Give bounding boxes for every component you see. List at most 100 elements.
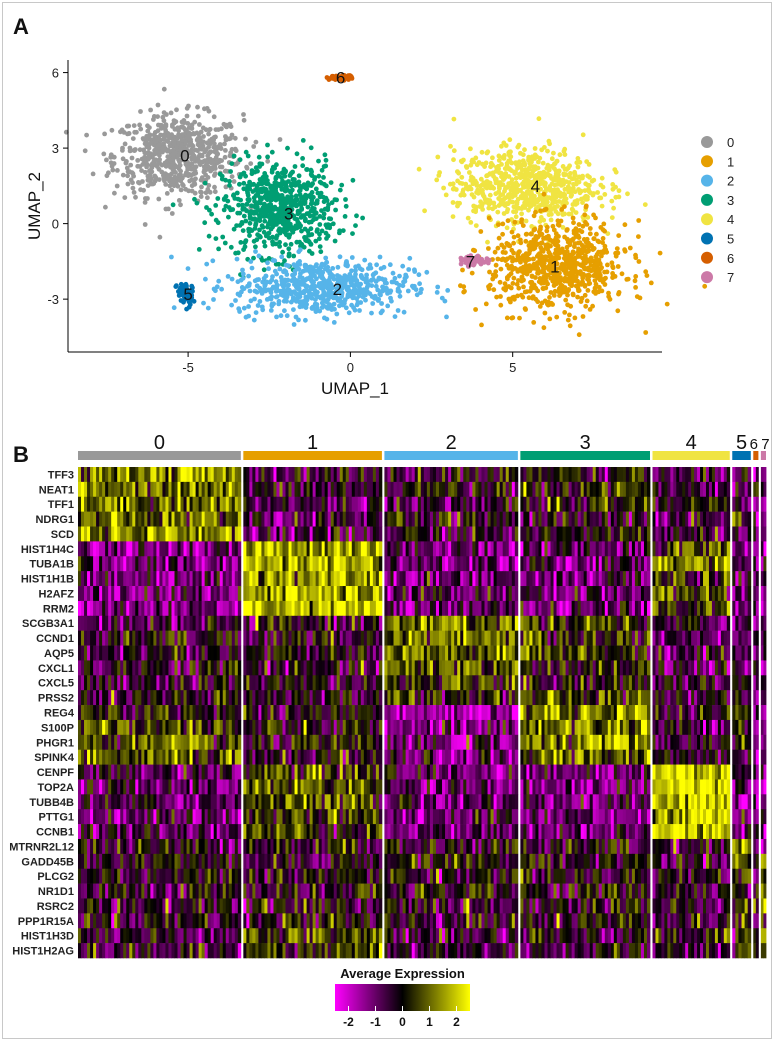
heatmap-cell (204, 675, 209, 691)
heatmap-cell (111, 586, 115, 602)
heatmap-cell (102, 809, 106, 825)
heatmap-cell (81, 600, 85, 617)
heatmap-cell (216, 556, 221, 572)
heatmap-cell (135, 824, 139, 840)
heatmap-cell (87, 541, 91, 557)
heatmap-cell (234, 467, 239, 483)
heatmap-cell (81, 794, 85, 810)
heatmap-cell (198, 556, 203, 572)
heatmap-cell (84, 556, 88, 572)
heatmap-cell (123, 764, 127, 780)
heatmap-cell (213, 526, 218, 542)
heatmap-cell (234, 749, 239, 765)
heatmap-cell (108, 794, 112, 810)
heatmap-cell (186, 630, 190, 646)
heatmap-cell (183, 615, 187, 631)
heatmap-cell (78, 526, 82, 542)
heatmap-cell (90, 586, 94, 602)
heatmap-cell (189, 481, 193, 498)
heatmap-cell (147, 660, 151, 676)
heatmap-cell (174, 794, 178, 810)
heatmap-cell (126, 749, 130, 765)
heatmap-cell (102, 526, 106, 542)
heatmap-cell (96, 690, 100, 706)
heatmap-cell (102, 719, 106, 736)
heatmap-cell (138, 675, 142, 691)
heatmap-cell (84, 615, 88, 631)
heatmap-cell (159, 675, 163, 691)
heatmap-cell (219, 719, 224, 736)
heatmap-cell (135, 734, 139, 750)
heatmap-cell (90, 615, 94, 631)
heatmap-cell (174, 571, 178, 587)
heatmap-cell (153, 615, 157, 631)
heatmap-cell (105, 511, 109, 527)
heatmap-cell (213, 511, 218, 527)
heatmap-cell (225, 764, 230, 780)
heatmap-cell (204, 467, 209, 483)
heatmap-cell (126, 734, 130, 750)
heatmap-cell (135, 779, 139, 795)
heatmap-cell (192, 467, 197, 483)
heatmap-cell (204, 526, 209, 542)
heatmap-cell (162, 526, 166, 542)
heatmap-cell (147, 600, 151, 617)
heatmap-cell (105, 496, 109, 512)
heatmap-cell (120, 571, 124, 587)
heatmap-cell (207, 645, 212, 661)
heatmap-cell (78, 749, 82, 765)
heatmap-cell (153, 809, 157, 825)
heatmap-cell (165, 764, 169, 780)
heatmap-cell (180, 467, 184, 483)
heatmap-cell (111, 600, 115, 617)
heatmap-cell (129, 467, 133, 483)
heatmap-cell (105, 586, 109, 602)
heatmap-cell (183, 541, 187, 557)
heatmap-cell (213, 779, 218, 795)
heatmap-cell (129, 690, 133, 706)
heatmap-cell (162, 556, 166, 572)
heatmap-cell (180, 794, 184, 810)
heatmap-cell (144, 526, 148, 542)
heatmap-cell (84, 779, 88, 795)
heatmap-cell (81, 630, 85, 646)
heatmap-cell (114, 571, 118, 587)
heatmap-cell (150, 571, 154, 587)
heatmap-cell (81, 467, 85, 483)
umap-point (212, 171, 218, 177)
umap-point (212, 189, 218, 195)
heatmap-cell (138, 615, 142, 631)
heatmap-cell (81, 719, 85, 736)
heatmap-cell (180, 734, 184, 750)
heatmap-cell (225, 705, 230, 721)
heatmap-cell (174, 734, 178, 750)
heatmap-cell (135, 511, 139, 527)
heatmap-cell (201, 645, 206, 661)
heatmap-cell (210, 496, 215, 512)
heatmap-cell (237, 541, 242, 557)
heatmap-cell (126, 719, 130, 736)
heatmap-cell (210, 481, 215, 498)
heatmap-cell (105, 630, 109, 646)
heatmap-cell (138, 481, 142, 498)
heatmap-cell (228, 615, 233, 631)
heatmap-cell (186, 809, 190, 825)
heatmap-cell (78, 645, 82, 661)
heatmap-cell (138, 526, 142, 542)
heatmap-cell (162, 779, 166, 795)
heatmap-cell (150, 586, 154, 602)
heatmap-cell (207, 794, 212, 810)
heatmap-cell (147, 734, 151, 750)
heatmap-cell (237, 660, 242, 676)
heatmap-cell (117, 615, 121, 631)
heatmap-cell (177, 705, 181, 721)
heatmap-cell (225, 511, 230, 527)
umap-point (156, 177, 162, 183)
umap-point (120, 145, 125, 151)
heatmap-cell (237, 705, 242, 721)
heatmap-cell (180, 511, 184, 527)
heatmap-cell (162, 660, 166, 676)
heatmap-cell (174, 526, 178, 542)
heatmap-cell (192, 645, 197, 661)
heatmap-cell (216, 467, 221, 483)
